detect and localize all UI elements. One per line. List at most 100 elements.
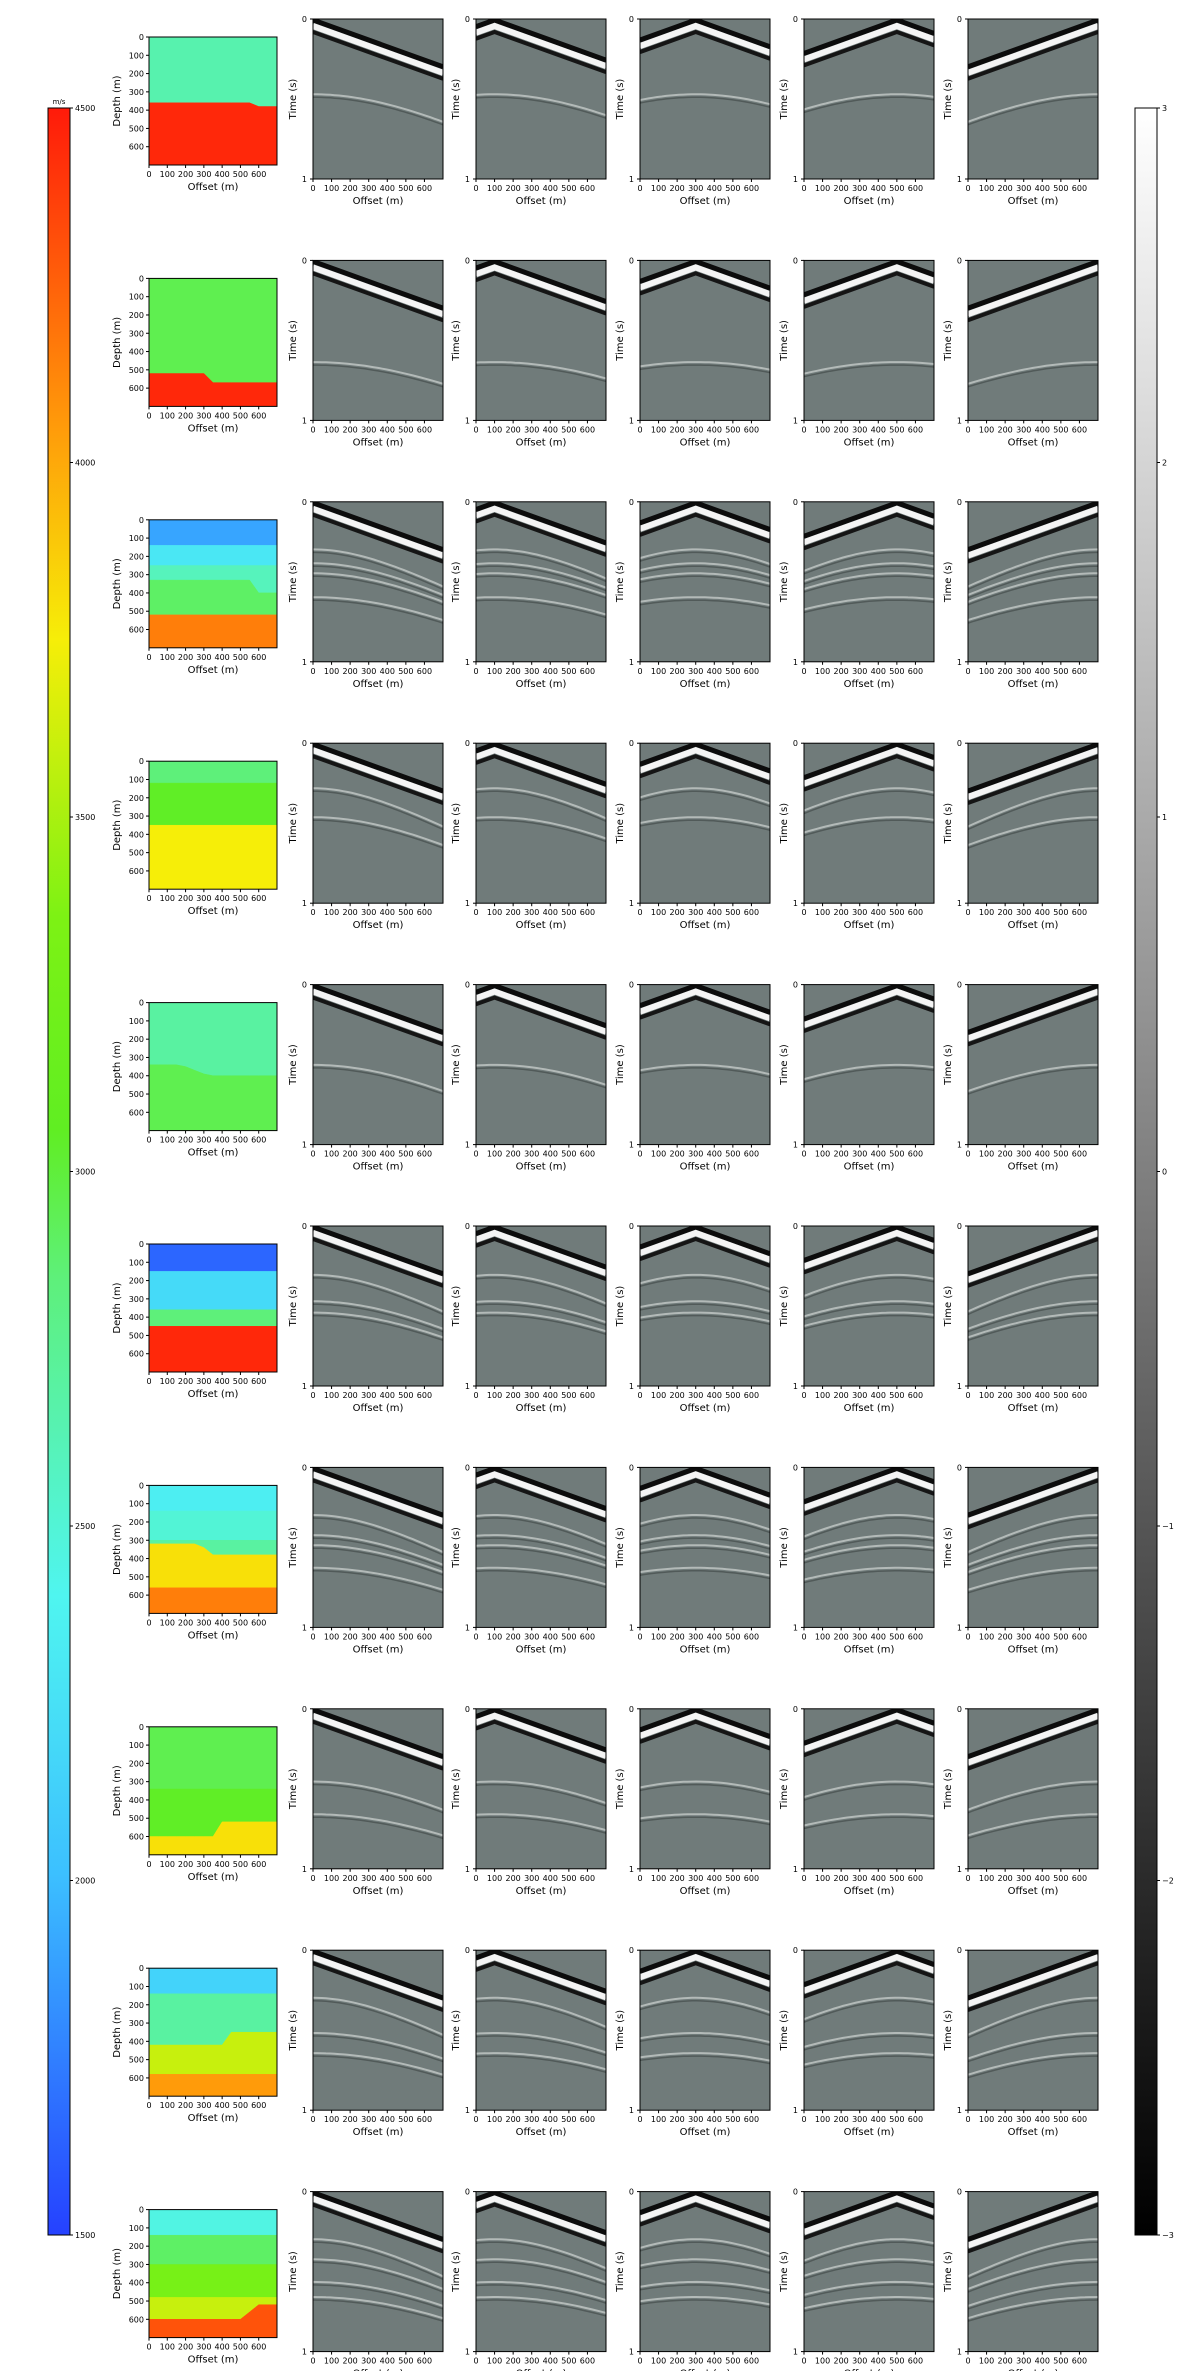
y-tick-label: 200 [129,794,144,803]
y-tick-label: 0 [629,15,634,24]
reflection-trough [968,790,1098,831]
x-tick-label: 0 [473,2357,478,2366]
x-tick-label: 600 [1072,1874,1087,1883]
y-tick-label: 500 [129,1331,144,1340]
y-tick-label: 1 [302,1141,307,1150]
direct-wave-trough [804,1950,934,1987]
y-tick-label: 0 [139,1964,144,1973]
gather-frame [967,1708,1099,1870]
reflection-trough [476,2000,606,2031]
gather-frame [639,259,771,421]
x-axis-label: Offset (m) [844,2127,895,2138]
x-axis-label: Offset (m) [353,679,404,690]
y-tick-label: 0 [957,1705,962,1714]
gather-frame [639,1466,771,1628]
gather-traces [640,984,770,1079]
x-axis-label: Offset (m) [516,679,567,690]
y-axis-label: Time (s) [615,2010,626,2052]
y-tick-label: 400 [129,1796,144,1805]
x-tick-label: 400 [1035,908,1050,917]
direct-wave-trough [640,512,770,544]
reflection-peak [968,1566,1098,1591]
y-tick-label: 100 [129,1017,144,1026]
gather-frame [312,501,444,663]
y-tick-label: 1 [629,2348,634,2357]
gather-traces [968,501,1098,624]
x-tick-label: 300 [1016,2115,1031,2124]
reflection-peak [968,1311,1098,1339]
reflection-peak [476,787,606,820]
y-axis-label: Time (s) [943,1768,954,1810]
gather-frame [639,501,771,663]
y-axis-label: Depth (m) [112,800,123,851]
y-tick-label: 1 [302,899,307,908]
y-axis-label: Depth (m) [112,558,123,609]
gather-traces [476,2191,606,2317]
direct-wave-trough [804,984,934,1022]
direct-wave-trough [313,2202,443,2254]
gather-traces [313,1950,443,2079]
y-tick-label: 500 [129,1573,144,1582]
gather-traces [968,2191,1098,2322]
reflection-trough [968,2241,1098,2280]
x-tick-label: 0 [310,1150,315,1159]
y-tick-label: 1 [629,175,634,184]
gather-traces [313,260,443,388]
x-tick-label: 500 [561,184,576,193]
x-tick-label: 300 [1016,667,1031,676]
x-tick-label: 400 [380,667,395,676]
x-tick-label: 400 [1035,1874,1050,1883]
x-tick-label: 600 [580,2357,595,2366]
reflection-peak [968,2296,1098,2320]
x-axis-label: Offset (m) [188,1872,239,1883]
direct-wave-peak [640,505,770,539]
reflection-peak [968,1514,1098,1554]
x-tick-label: 500 [398,1391,413,1400]
reflection-trough [640,1067,770,1079]
x-tick-label: 600 [744,2357,759,2366]
y-tick-label: 0 [465,739,470,748]
y-axis-label: Time (s) [615,2251,626,2293]
y-tick-label: 1 [957,1623,962,1632]
x-tick-label: 100 [487,184,502,193]
y-tick-label: 0 [793,981,798,990]
y-axis-label: Time (s) [943,561,954,603]
x-tick-label: 600 [417,1632,432,1641]
y-tick-label: 1 [465,2106,470,2115]
reflection-peak [476,1311,606,1333]
x-tick-label: 100 [487,1150,502,1159]
reflection-peak [968,2280,1098,2307]
x-tick-label: 300 [1016,2357,1031,2366]
direct-wave-peak [476,988,606,1035]
y-tick-label: 600 [129,867,144,876]
x-tick-label: 100 [160,894,175,903]
amplitude-colorbar-bar [1134,107,1158,2236]
y-tick-label: 100 [129,51,144,60]
reflection-trough [313,1537,443,1569]
gather-traces [968,743,1098,849]
reflection-trough [313,96,443,126]
reflection-trough [968,2284,1098,2310]
x-tick-label: 500 [233,1618,248,1627]
velocity-model-frame [148,1002,278,1132]
gather-traces [804,984,934,1083]
x-tick-label: 400 [380,184,395,193]
x-tick-label: 300 [196,2343,211,2352]
x-tick-label: 0 [801,184,806,193]
reflection-peak [476,1514,606,1545]
direct-wave-trough [968,30,1098,81]
direct-wave-peak [968,1471,1098,1525]
y-tick-label: 1 [793,2348,798,2357]
y-axis-label: Time (s) [288,1527,299,1569]
y-tick-label: 0 [139,516,144,525]
x-tick-label: 0 [310,2115,315,2124]
gather-frame [475,18,607,180]
x-tick-label: 300 [688,1150,703,1159]
x-tick-label: 400 [543,908,558,917]
reflection-trough [476,1816,606,1834]
reflection-peak [968,93,1098,123]
direct-wave-peak [476,1471,606,1518]
x-axis-label: Offset (m) [516,1403,567,1414]
